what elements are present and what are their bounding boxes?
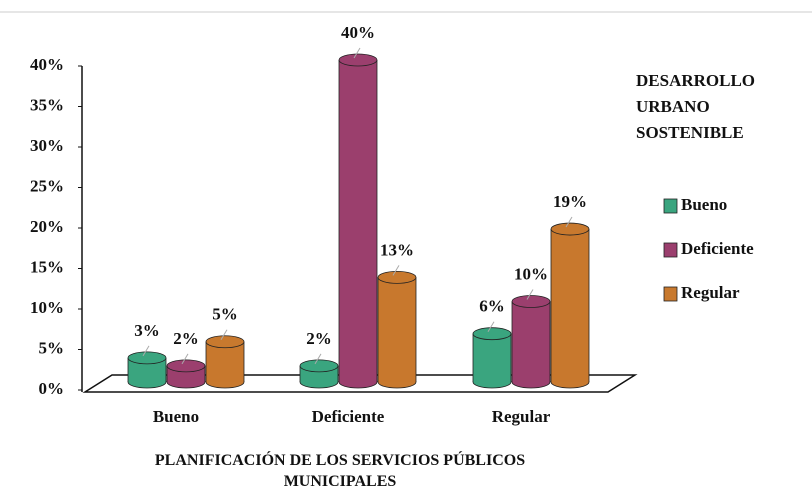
legend-swatch (663, 242, 678, 258)
y-tick-label: 15% (30, 257, 64, 276)
y-tick-label: 30% (30, 136, 64, 155)
bar-shade (206, 341, 244, 382)
label-leader (142, 345, 150, 357)
bar-shade (378, 277, 416, 382)
y-tick-label: 35% (30, 95, 64, 114)
bar-top (205, 335, 245, 349)
bar-shade (512, 301, 550, 382)
bar-top (472, 327, 512, 341)
x-tick-label: Regular (492, 407, 551, 426)
legend-swatch (663, 198, 678, 214)
label-leader (353, 47, 361, 59)
bar-shade (339, 60, 377, 382)
data-label: 19% (553, 192, 587, 211)
data-label: 5% (212, 305, 238, 324)
data-label: 3% (134, 321, 160, 340)
bar-shade (473, 333, 511, 382)
legend-label: Regular (681, 283, 740, 302)
x-tick-label: Deficiente (312, 407, 385, 426)
bar-top (127, 351, 167, 365)
label-leader (220, 329, 228, 341)
data-label: 10% (514, 264, 548, 283)
y-tick-label: 20% (30, 217, 64, 236)
y-tick-label: 10% (30, 298, 64, 317)
y-tick-label: 40% (30, 55, 64, 74)
label-leader (565, 216, 573, 228)
bar-top (338, 53, 378, 67)
y-tick-label: 0% (39, 379, 65, 398)
bar-top (550, 222, 590, 236)
legend-title: DESARROLLO URBANO SOSTENIBLE (636, 71, 756, 142)
data-label: 40% (341, 23, 375, 42)
bar-top (166, 359, 206, 373)
y-tick-label: 25% (30, 176, 64, 195)
data-label: 6% (479, 297, 505, 316)
label-leader (392, 265, 400, 276)
bar-top (299, 359, 339, 373)
label-leader (526, 289, 534, 300)
label-leader (314, 353, 322, 365)
bar-top (511, 295, 551, 308)
data-label: 2% (173, 329, 199, 348)
data-label: 13% (380, 240, 414, 259)
label-leader (487, 321, 495, 332)
legend-label: Bueno (681, 195, 727, 214)
x-tick-label: Bueno (153, 407, 199, 426)
data-label: 2% (306, 329, 332, 348)
legend-swatch (663, 286, 678, 302)
label-leader (181, 353, 189, 365)
bar-shade (551, 229, 589, 382)
y-tick-label: 5% (39, 338, 65, 357)
x-axis-title: PLANIFICACIÓN DE LOS SERVICIOS PÚBLICOS … (154, 452, 526, 490)
bar-top (377, 270, 417, 284)
legend-label: Deficiente (681, 239, 754, 258)
